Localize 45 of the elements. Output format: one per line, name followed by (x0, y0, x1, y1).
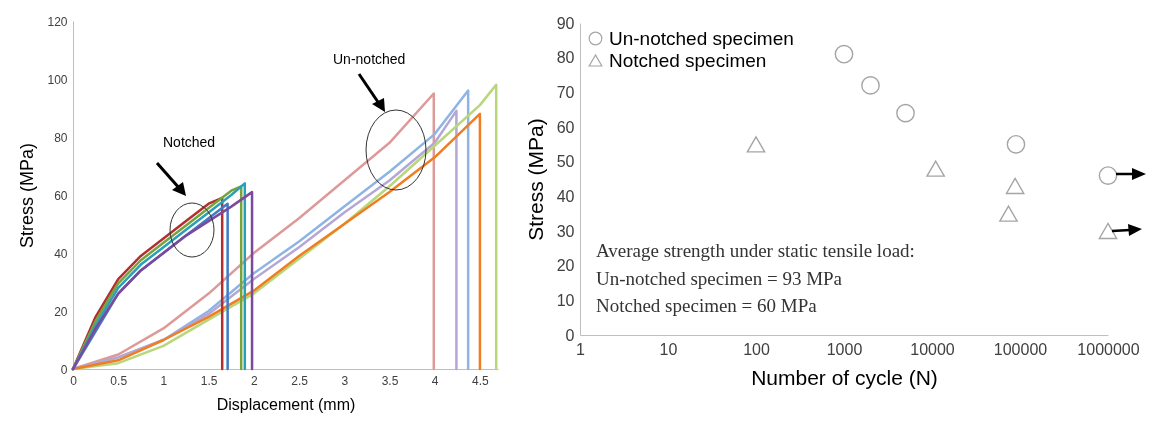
y-tick-label: 20 (54, 304, 68, 319)
y-tick-label: 100 (47, 72, 68, 87)
y-tick-label: 60 (54, 188, 68, 203)
x-tick-label: 1 (160, 373, 168, 388)
x-tick-label: 4 (431, 373, 439, 388)
x-tick-label: 2 (251, 373, 259, 388)
y-tick-label: 0 (60, 362, 68, 377)
x-tick-label: 0.5 (110, 373, 128, 388)
x-tick-label: 1.5 (200, 373, 218, 388)
y-tick-label: 0 (565, 326, 575, 344)
y-tick-label: 50 (556, 153, 575, 171)
y-axis-title: Stress (MPa) (523, 118, 547, 241)
annotation: Average strength under static tensile load: (596, 240, 915, 261)
x-tick-label: 100 (743, 340, 770, 358)
x-tick-label: 1 (576, 340, 586, 358)
x-axis-title: Number of cycle (N) (751, 365, 938, 389)
x-tick-label: 2.5 (291, 373, 309, 388)
x-axis-title: Displacement (mm) (216, 395, 356, 413)
annotation: Notched (163, 134, 216, 150)
y-tick-label: 40 (556, 187, 575, 205)
y-tick-label: 20 (556, 257, 575, 275)
x-tick-label: 10 (659, 340, 678, 358)
legend-label: Notched specimen (609, 49, 767, 71)
x-tick-label: 3 (341, 373, 349, 388)
y-tick-label: 60 (556, 118, 575, 136)
y-tick-label: 120 (47, 14, 68, 29)
y-tick-label: 30 (556, 222, 575, 240)
annotation: Notched specimen = 60 MPa (596, 295, 818, 316)
x-tick-label: 3.5 (381, 373, 399, 388)
y-tick-label: 40 (54, 246, 68, 261)
annotation: Un-notched specimen = 93 MPa (596, 267, 843, 289)
x-tick-label: 100000 (993, 340, 1048, 358)
x-tick-label: 1000000 (1077, 340, 1140, 358)
y-tick-label: 70 (556, 83, 575, 101)
x-tick-label: 0 (70, 373, 78, 388)
x-tick-label: 1000 (826, 340, 863, 358)
legend-label: Un-notched specimen (609, 27, 794, 49)
y-axis-title: Stress (MPa) (17, 142, 38, 249)
x-tick-label: 10000 (910, 340, 955, 358)
annotation: Un-notched (333, 51, 406, 67)
y-tick-label: 90 (556, 14, 575, 32)
x-tick-label: 4.5 (472, 373, 490, 388)
y-tick-label: 80 (556, 49, 575, 67)
y-tick-label: 80 (54, 130, 68, 145)
y-tick-label: 10 (556, 291, 575, 309)
